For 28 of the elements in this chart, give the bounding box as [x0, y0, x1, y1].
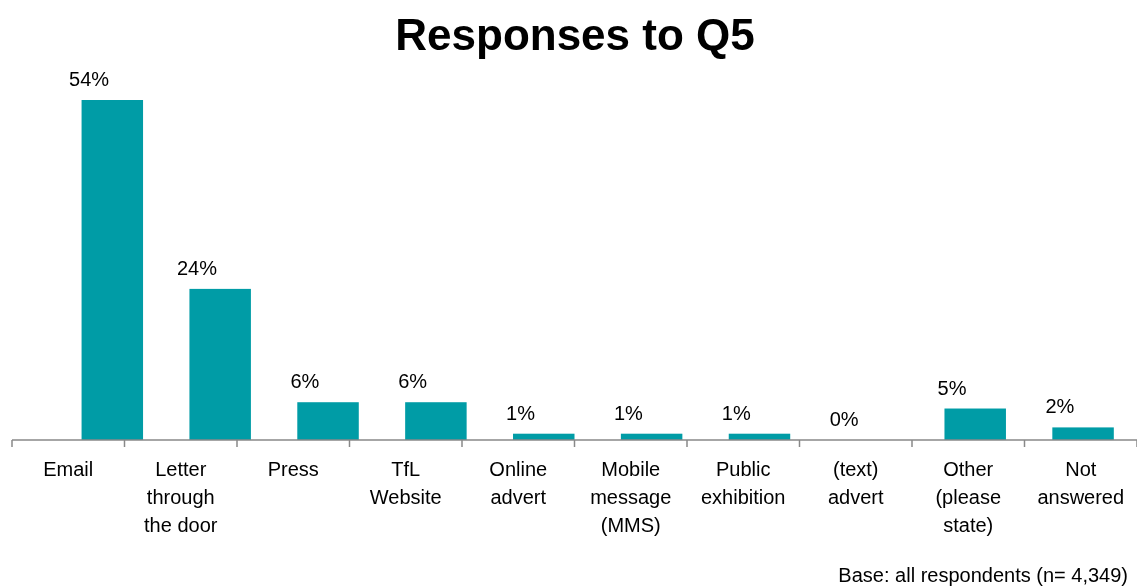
- x-tick-label: TfL Website: [369, 458, 442, 508]
- x-tick-label: Online advert: [489, 458, 548, 508]
- bar: [1052, 427, 1114, 440]
- bar: [189, 288, 251, 440]
- x-tick-label: Press: [267, 458, 319, 480]
- x-tick-label: Other (please state): [935, 458, 1002, 536]
- data-label: 5%: [937, 376, 967, 399]
- bar: [944, 408, 1006, 440]
- x-tick-label: Mobile message (MMS): [590, 458, 672, 536]
- bar: [405, 402, 467, 440]
- data-label: 24%: [176, 256, 218, 279]
- data-label: 54%: [69, 68, 110, 90]
- chart-title: Responses to Q5: [395, 10, 755, 59]
- data-label: 1%: [506, 401, 536, 424]
- x-tick-label: Email: [43, 458, 94, 480]
- data-label: 6%: [290, 370, 320, 393]
- data-label: 1%: [613, 401, 644, 424]
- text: Base: all respondents (n= 4,349): [838, 564, 1128, 586]
- data-label: 1%: [721, 401, 751, 424]
- data-label: 6%: [398, 370, 428, 393]
- x-tick-label: Public exhibition: [700, 458, 786, 508]
- x-tick-label: Letter through the door: [144, 458, 218, 536]
- bar: [81, 100, 144, 440]
- data-label: 2%: [1045, 395, 1075, 418]
- bar: [297, 402, 359, 440]
- x-tick-label: (text) advert: [827, 458, 884, 508]
- data-label: 0%: [829, 408, 859, 430]
- x-tick-label: Not answered: [1037, 458, 1125, 508]
